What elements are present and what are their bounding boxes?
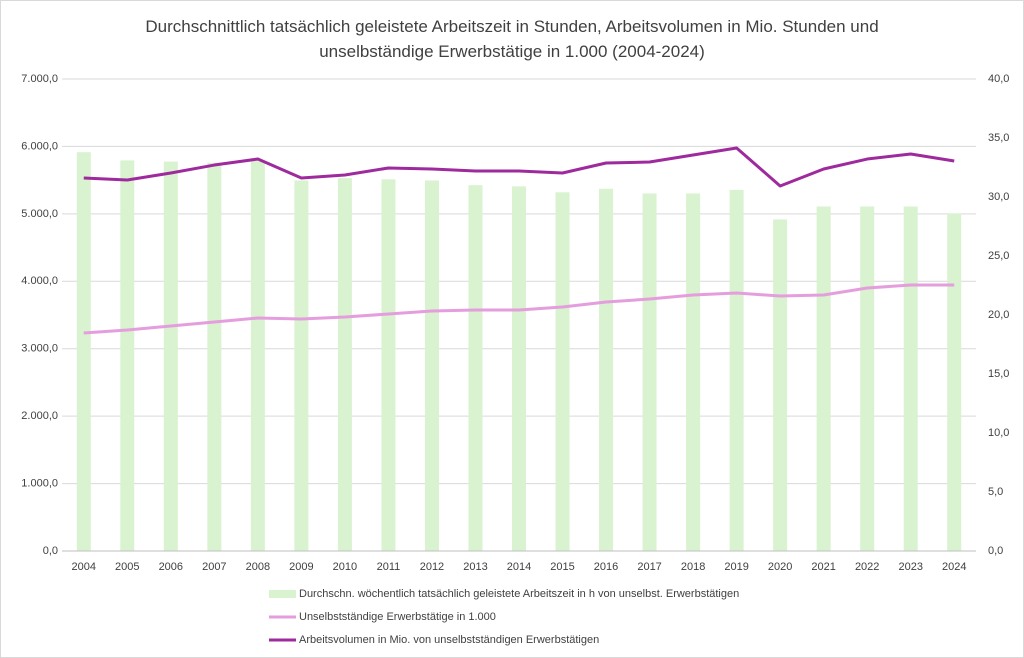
y2-tick-label: 10,0 [988,427,1009,439]
x-tick-label: 2019 [724,561,748,573]
x-tick-label: 2024 [942,561,966,573]
y-tick-label: 4.000,0 [21,275,58,287]
x-tick-label: 2015 [550,561,574,573]
x-tick-label: 2011 [377,561,401,573]
y2-tick-label: 25,0 [988,250,1009,262]
bar [686,193,701,551]
legend-swatch [269,590,296,598]
bar [947,213,962,551]
x-tick-label: 2016 [594,561,618,573]
y2-tick-label: 5,0 [988,486,1003,498]
x-tick-label: 2007 [202,561,226,573]
bar [207,162,222,551]
y2-tick-label: 15,0 [988,368,1009,380]
y-tick-label: 7.000,0 [21,73,58,85]
x-tick-label: 2018 [681,561,705,573]
y-tick-label: 0,0 [43,545,58,557]
y2-tick-label: 35,0 [988,132,1009,144]
y-tick-label: 2.000,0 [21,410,58,422]
y-tick-label: 5.000,0 [21,208,58,220]
legend-label: Unselbstständige Erwerbstätige in 1.000 [299,611,496,623]
bar [860,206,875,551]
bar [120,160,135,552]
x-tick-label: 2013 [463,561,487,573]
bar [773,219,788,552]
bar [163,161,178,551]
x-tick-label: 2022 [855,561,879,573]
legend-label: Durchschn. wöchentlich tatsächlich gelei… [299,588,739,600]
bar [816,206,831,551]
bar [76,152,91,551]
x-tick-label: 2012 [420,561,444,573]
y-tick-label: 1.000,0 [21,477,58,489]
bar [294,180,309,552]
bar [512,186,526,551]
bar [381,179,396,552]
bar [250,160,265,552]
y2-tick-label: 20,0 [988,309,1009,321]
y2-tick-label: 30,0 [988,191,1009,203]
bar [424,180,439,552]
x-tick-label: 2004 [72,561,96,573]
x-tick-label: 2006 [159,561,183,573]
x-tick-label: 2008 [246,561,270,573]
chart-title: Durchschnittlich tatsächlich geleistete … [145,17,879,61]
x-tick-label: 2017 [637,561,661,573]
x-tick-label: 2023 [898,561,922,573]
bar [903,206,918,551]
y2-tick-label: 40,0 [988,73,1009,85]
bar [642,193,657,551]
x-tick-label: 2009 [289,561,313,573]
x-tick-label: 2010 [333,561,357,573]
legend-label: Arbeitsvolumen in Mio. von unselbstständ… [299,634,599,646]
x-tick-label: 2021 [811,561,835,573]
x-tick-label: 2014 [507,561,531,573]
bar [599,188,614,552]
y-tick-label: 3.000,0 [21,343,58,355]
line [83,146,955,188]
x-tick-label: 2005 [115,561,139,573]
bar [337,178,352,551]
y2-tick-label: 0,0 [988,545,1003,557]
y-tick-label: 6.000,0 [21,140,58,152]
bar [555,192,570,551]
bar [729,189,744,552]
x-tick-label: 2020 [768,561,792,573]
bar [468,185,483,551]
line [83,283,955,335]
